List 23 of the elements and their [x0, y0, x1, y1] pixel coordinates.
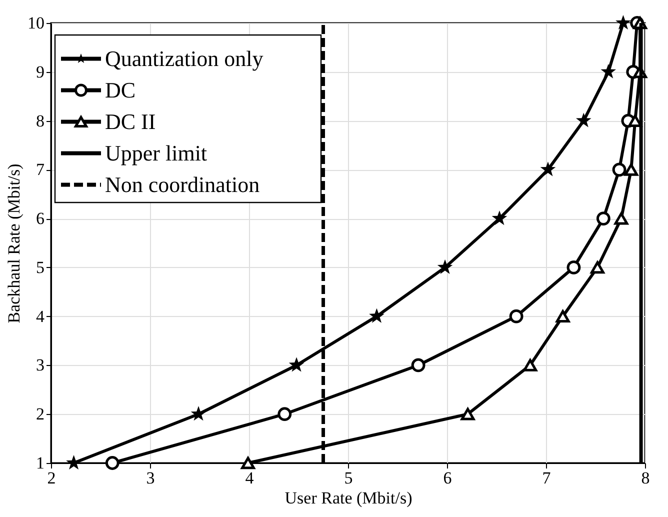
x-tick-label: 6	[443, 468, 452, 488]
legend-label: DC II	[105, 108, 156, 134]
legend-label: Quantization only	[105, 46, 264, 71]
y-tick-label: 7	[36, 160, 45, 180]
legend-label: DC	[105, 77, 136, 102]
x-tick-label: 3	[146, 468, 155, 488]
y-tick-label: 10	[28, 14, 44, 32]
y-tick-label: 1	[36, 454, 44, 472]
x-tick-label: 8	[641, 468, 650, 488]
y-tick-label: 8	[36, 111, 44, 130]
y-axis-title: Backhaul Rate (Mbit/s)	[4, 164, 24, 324]
x-axis-title: User Rate (Mbit/s)	[284, 488, 412, 508]
legend-label: Non coordination	[105, 172, 260, 197]
x-tick-label: 4	[245, 468, 254, 488]
legend-label: Upper limit	[105, 140, 208, 166]
y-tick-label: 6	[36, 209, 44, 228]
y-tick-label: 5	[36, 258, 44, 277]
y-tick-label: 3	[36, 356, 44, 375]
y-tick-label: 9	[36, 62, 44, 82]
y-tick-label: 2	[36, 404, 44, 424]
x-tick-label: 5	[344, 468, 353, 488]
y-tick-label: 4	[36, 306, 45, 326]
x-tick-label: 7	[542, 468, 552, 488]
